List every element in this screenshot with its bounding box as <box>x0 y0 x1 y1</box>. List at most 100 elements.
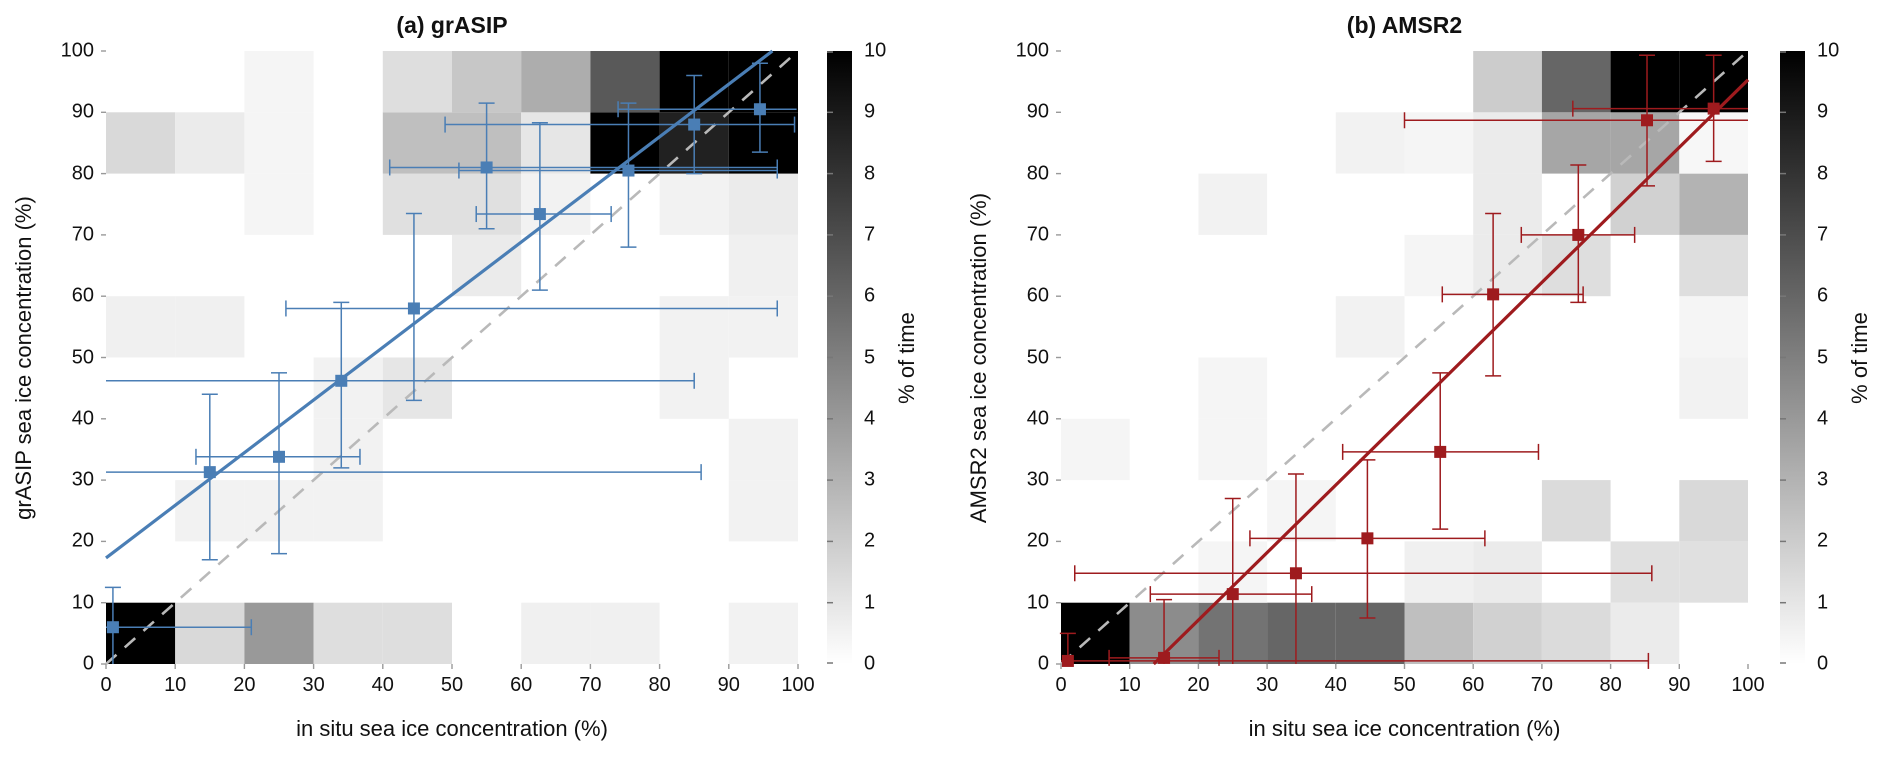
heatmap-cell <box>1679 296 1748 358</box>
colorbar-a <box>827 51 852 664</box>
data-point-marker <box>106 621 119 634</box>
y-tick-label-a: 40 <box>71 407 94 430</box>
panel-title-a: (a) grASIP <box>396 12 508 38</box>
heatmap-cell <box>106 112 176 174</box>
heatmap-cell <box>1541 480 1611 542</box>
identity-line-b <box>1060 50 1749 665</box>
y-tick-label-b: 70 <box>1026 223 1049 246</box>
colorbar-tick-label-a: 10 <box>864 39 887 62</box>
heatmap-cell <box>728 112 798 174</box>
x-tick-label-b: 50 <box>1393 674 1416 696</box>
heatmap-cell <box>1679 173 1748 235</box>
data-point-marker <box>203 466 216 479</box>
heatmap-cell <box>1335 112 1405 174</box>
y-tick-label-a: 30 <box>71 468 94 491</box>
heatmap-cell <box>1541 234 1611 297</box>
y-tick-label-b: 0 <box>1037 652 1049 675</box>
heatmap-cell <box>313 480 383 542</box>
y-tick-label-b: 20 <box>1026 529 1049 552</box>
x-tick-label-a: 40 <box>371 674 394 696</box>
heatmap-cell <box>1404 602 1474 664</box>
data-point-marker <box>1434 445 1447 458</box>
colorbar-b <box>1780 51 1805 664</box>
heatmap-cell <box>244 112 314 174</box>
heatmap-cell <box>175 602 245 664</box>
heatmap-cell <box>1541 51 1611 113</box>
y-tick-label-a: 100 <box>60 39 94 62</box>
heatmap-cell <box>1679 234 1748 297</box>
heatmap-cell <box>1610 51 1680 113</box>
heatmap-cell <box>1473 173 1542 235</box>
y-tick-label-b: 60 <box>1026 284 1049 307</box>
heatmap-cell <box>1404 112 1474 174</box>
x-tick-label-b: 30 <box>1255 674 1279 696</box>
heatmap-cell <box>1404 541 1474 603</box>
x-tick-label-b: 10 <box>1118 674 1141 696</box>
heatmap-cell <box>728 296 798 358</box>
y-tick-label-a: 20 <box>71 529 94 552</box>
x-axis-title-b: in situ sea ice concentration (%) <box>1248 716 1561 741</box>
heatmap-cell <box>244 173 314 235</box>
colorbar-tick-label-b: 9 <box>1817 100 1829 123</box>
y-tick-label-a: 50 <box>71 346 94 368</box>
heatmap-cell <box>382 51 452 113</box>
data-point-marker <box>1061 654 1074 667</box>
data-point-marker <box>1226 588 1239 601</box>
y-tick-label-a: 0 <box>82 652 94 675</box>
colorbar-tick-label-b: 7 <box>1817 223 1829 246</box>
data-point-marker <box>1572 228 1585 241</box>
y-axis-title-b: AMSR2 sea ice concentration (%) <box>966 192 991 523</box>
y-tick-label-a: 90 <box>71 100 94 123</box>
heatmap-cell <box>1541 112 1611 174</box>
heatmap-cell <box>1610 541 1680 603</box>
x-tick-label-b: 20 <box>1187 674 1210 696</box>
data-point-marker <box>1289 567 1302 580</box>
heatmap-cell <box>1061 418 1130 481</box>
x-tick-label-b: 60 <box>1462 674 1485 696</box>
heatmap-cell <box>590 602 660 664</box>
colorbar-tick-label-a: 5 <box>864 346 876 368</box>
heatmap-cell <box>1473 541 1542 603</box>
heatmap-cell <box>1610 602 1680 664</box>
heatmap-cell <box>244 602 314 664</box>
data-point-marker <box>335 374 348 387</box>
heatmap-cell <box>521 51 591 113</box>
heatmap-cell <box>1335 296 1405 358</box>
colorbar-tick-label-b: 4 <box>1817 407 1829 430</box>
heatmap-cell <box>1267 602 1336 664</box>
heatmap-cell <box>382 602 452 664</box>
colorbar-tick-label-b: 2 <box>1817 529 1829 552</box>
plot-area-b <box>1056 50 1750 669</box>
heatmap-cell <box>659 296 729 358</box>
x-tick-label-a: 100 <box>781 674 815 696</box>
colorbar-tick-label-b: 0 <box>1817 652 1829 675</box>
data-point-marker <box>407 302 420 315</box>
y-tick-label-a: 80 <box>71 162 94 185</box>
data-point-marker <box>1361 532 1374 545</box>
x-tick-label-b: 0 <box>1055 674 1067 696</box>
colorbar-tick-label-b: 3 <box>1817 468 1829 491</box>
y-tick-label-a: 60 <box>71 284 94 307</box>
heatmap-cell <box>175 296 245 358</box>
x-tick-label-a: 80 <box>648 674 671 696</box>
heatmap-cell <box>1335 602 1405 664</box>
heatmap-cell <box>175 112 245 174</box>
colorbar-tick-label-a: 7 <box>864 223 876 246</box>
y-tick-label-a: 10 <box>71 591 94 614</box>
data-point-marker <box>1158 651 1171 664</box>
colorbar-tick-label-a: 0 <box>864 652 876 675</box>
colorbar-tick-label-a: 3 <box>864 468 876 491</box>
x-tick-label-b: 70 <box>1530 674 1554 696</box>
heatmap-cell <box>521 602 591 664</box>
heatmap-cell <box>1679 357 1748 419</box>
colorbar-tick-label-a: 6 <box>864 284 876 307</box>
data-point-marker <box>533 208 546 221</box>
heatmap-cell <box>1198 418 1268 481</box>
heatmap-cell <box>1679 541 1748 603</box>
heatmap-cell <box>590 51 660 113</box>
heatmap-cell <box>659 173 729 235</box>
heatmap-cell <box>1198 357 1268 419</box>
y-tick-label-b: 30 <box>1026 468 1049 491</box>
y-tick-label-b: 90 <box>1026 100 1049 123</box>
colorbar-tick-label-a: 8 <box>864 162 876 185</box>
